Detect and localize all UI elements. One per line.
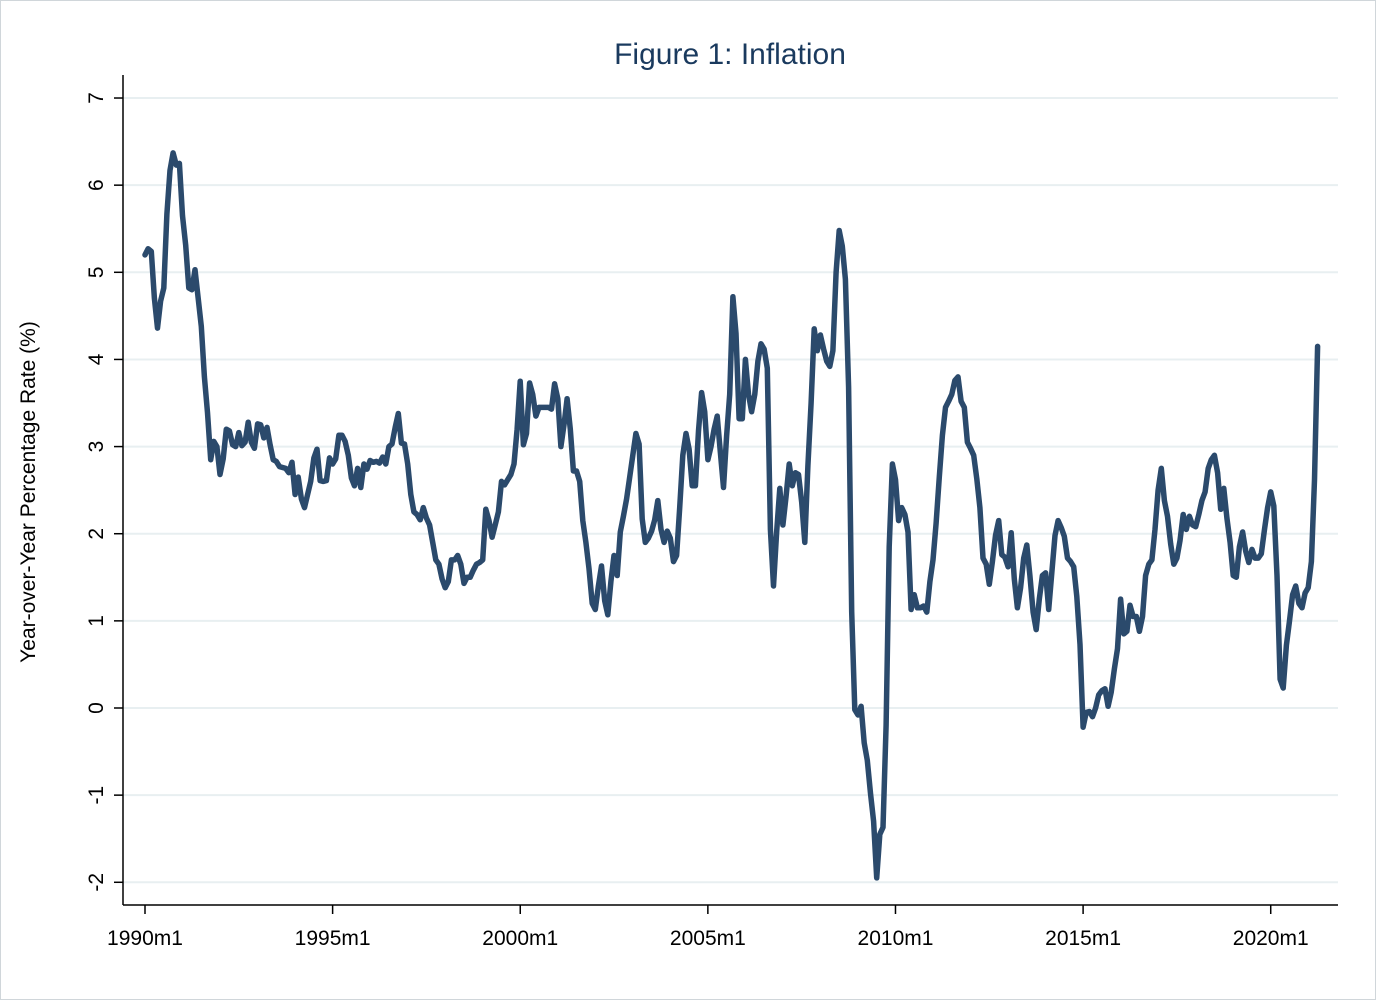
y-axis-label: Year-over-Year Percentage Rate (%): [17, 321, 40, 663]
x-axis-ticks: 1990m1 1995m1 2000m1 2005m1 2010m1 2015m1 2020…: [107, 905, 1309, 950]
x-tick-label: 2000m1: [482, 927, 558, 950]
y-tick-label: 7: [85, 92, 108, 104]
chart-title: Figure 1: Inflation: [614, 38, 846, 71]
axes: [122, 75, 1338, 906]
y-tick-label: 6: [85, 179, 108, 191]
series-line: [142, 150, 1321, 881]
x-tick-label: 1995m1: [295, 927, 371, 950]
x-tick-label: 2005m1: [670, 927, 746, 950]
x-tick-label: 2015m1: [1045, 927, 1121, 950]
y-axis-ticks: -2 -1 0 1 2 3 4 5 6 7: [85, 92, 123, 892]
x-tick-label: 2020m1: [1233, 927, 1309, 950]
x-tick-label: 2010m1: [858, 927, 934, 950]
y-tick-label: 1: [85, 615, 108, 627]
y-tick-label: -2: [85, 873, 108, 892]
y-tick-label: 2: [85, 528, 108, 540]
y-tick-label: -1: [85, 786, 108, 805]
y-tick-label: 0: [85, 702, 108, 714]
x-tick-label: 1990m1: [107, 927, 183, 950]
y-tick-label: 4: [85, 353, 108, 365]
y-tick-label: 3: [85, 441, 108, 453]
y-tick-label: 5: [85, 266, 108, 278]
